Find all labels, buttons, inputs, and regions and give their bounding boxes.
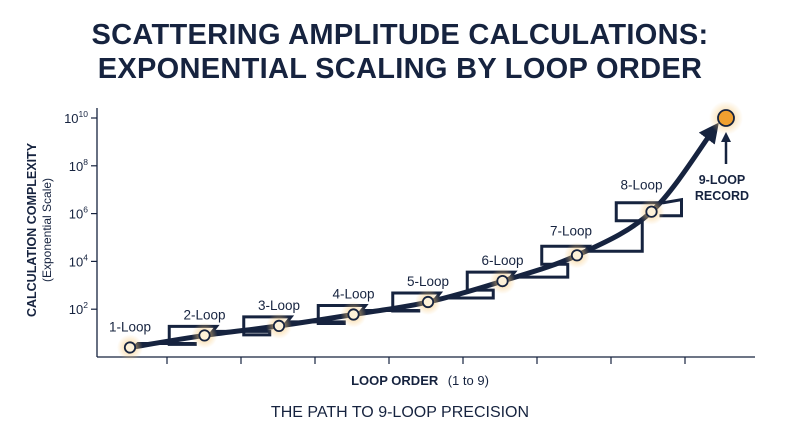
data-point <box>198 329 211 342</box>
y-tick-label: 104 <box>69 252 88 269</box>
y-tick-label: 106 <box>69 205 88 222</box>
y-tick-label: 1010 <box>64 109 88 126</box>
x-axis-title-main: LOOP ORDER <box>351 373 439 388</box>
point-label: 1-Loop <box>109 319 151 334</box>
y-tick-label: 102 <box>69 300 88 317</box>
callout-line-2: RECORD <box>695 189 749 203</box>
title-line-2: EXPONENTIAL SCALING BY LOOP ORDER <box>97 53 703 85</box>
point-label: 5-Loop <box>407 274 449 289</box>
point-label: 7-Loop <box>550 223 592 238</box>
callout-line-1: 9-LOOP <box>699 173 746 187</box>
data-point <box>421 295 435 309</box>
point-label: 3-Loop <box>258 298 300 313</box>
data-point <box>123 341 137 354</box>
y-axis-subtitle: (Exponential Scale) <box>40 178 54 282</box>
data-point <box>717 109 735 127</box>
point-labels: 1-Loop 2-Loop 3-Loop 4-Loop 5-Loop 6-Loop 7-Lo… <box>109 178 663 335</box>
y-tick-exponent: 6 <box>83 205 88 215</box>
data-point <box>645 205 658 218</box>
y-tick-base: 10 <box>69 159 83 174</box>
y-tick-exponent: 8 <box>83 157 88 167</box>
chart-subtitle: THE PATH TO 9-LOOP PRECISION <box>270 404 530 421</box>
point-label: 8-Loop <box>620 178 662 193</box>
y-tick-base: 10 <box>64 111 78 126</box>
x-axis-title-sub: (1 to 9) <box>448 373 489 388</box>
y-tick-base: 10 <box>69 207 83 222</box>
data-point <box>570 249 584 262</box>
record-callout: 9-LOOP RECORD <box>695 132 749 203</box>
point-label: 4-Loop <box>332 287 374 302</box>
chart-title: SCATTERING AMPLITUDE CALCULATIONS: EXPON… <box>0 18 800 86</box>
title-line-1: SCATTERING AMPLITUDE CALCULATIONS: <box>91 19 709 51</box>
data-point <box>496 274 509 288</box>
point-label: 2-Loop <box>183 307 225 322</box>
data-points <box>117 101 743 361</box>
y-axis-title: CALCULATION COMPLEXITY <box>25 142 39 317</box>
data-point <box>272 319 286 333</box>
y-tick-base: 10 <box>69 302 83 317</box>
point-label: 6-Loop <box>481 253 523 268</box>
y-tick-exponent: 2 <box>83 300 88 310</box>
data-point <box>347 308 360 321</box>
x-axis-title: LOOP ORDER (1 to 9) <box>351 372 489 389</box>
y-tick-exponent: 10 <box>79 109 89 119</box>
y-tick-base: 10 <box>69 254 83 269</box>
y-tick-exponent: 4 <box>83 252 88 262</box>
y-tick-label: 108 <box>69 157 88 174</box>
